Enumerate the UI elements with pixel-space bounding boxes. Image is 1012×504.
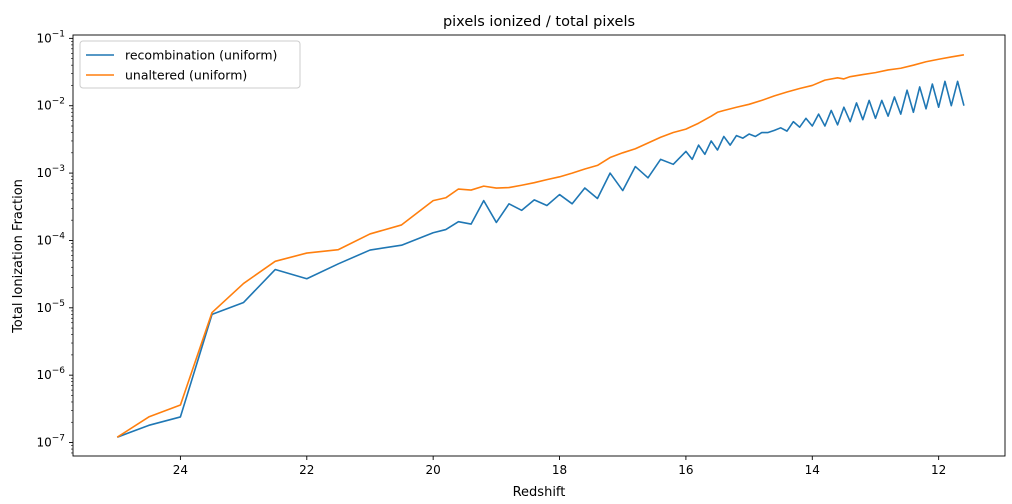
x-axis-label: Redshift (513, 485, 566, 500)
y-axis-label: Total Ionization Fraction (11, 179, 26, 334)
x-tick-label: 14 (805, 463, 820, 477)
y-tick-label: 10−4 (36, 231, 65, 247)
legend: recombination (uniform) unaltered (unifor… (79, 40, 301, 89)
legend-label: unaltered (uniform) (125, 68, 247, 83)
x-tick-label: 24 (173, 463, 188, 477)
plot-area (72, 34, 1006, 457)
x-tick-label: 20 (426, 463, 441, 477)
x-tick-label: 18 (552, 463, 567, 477)
series-line-0 (116, 80, 965, 438)
chart-title: pixels ionized / total pixels (443, 14, 635, 30)
series-line-1 (116, 54, 965, 438)
y-tick-label: 10−6 (36, 366, 65, 382)
y-tick-label: 10−5 (36, 299, 65, 315)
y-tick-label: 10−1 (36, 29, 65, 45)
x-tick-label: 12 (931, 463, 946, 477)
axes-frame (72, 34, 1006, 457)
y-tick-label: 10−2 (36, 97, 65, 113)
x-tick-label: 22 (299, 463, 314, 477)
y-tick-label: 10−3 (36, 164, 65, 180)
axis-ticks: 24 22 20 18 16 14 12 10−7 10−6 10−5 10−4 10−3 10−2 10… (36, 29, 946, 477)
y-tick-label: 10−7 (36, 434, 65, 450)
legend-label: recombination (uniform) (125, 48, 277, 63)
legend-box (79, 40, 301, 89)
x-tick-label: 16 (678, 463, 693, 477)
